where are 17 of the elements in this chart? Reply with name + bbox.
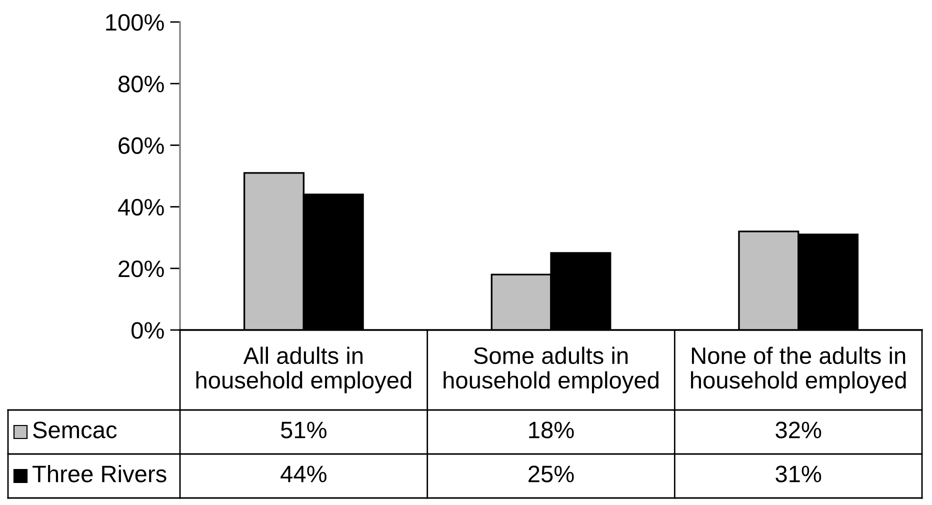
y-tick-label: 0% bbox=[132, 322, 164, 339]
data-label: 44% bbox=[280, 466, 326, 482]
x-tick-label: None of the adults in household employed bbox=[691, 346, 906, 394]
y-tick-label: 80% bbox=[118, 76, 164, 92]
y-tick-label: 20% bbox=[118, 260, 164, 278]
legend-label: Semcac bbox=[33, 422, 117, 438]
y-tick-label: 40% bbox=[118, 198, 164, 216]
data-label: 25% bbox=[528, 466, 574, 482]
y-tick-label: 60% bbox=[118, 137, 164, 154]
data-label: 32% bbox=[776, 422, 822, 438]
x-tick-label: All adults in household employed bbox=[196, 346, 412, 394]
data-label: 31% bbox=[776, 466, 822, 482]
legend-label: Three Rivers bbox=[32, 464, 166, 482]
data-label: 51% bbox=[280, 422, 326, 438]
data-label: 18% bbox=[529, 422, 574, 438]
y-tick-label: 100% bbox=[106, 14, 164, 31]
x-tick-label: Some adults in household employed bbox=[444, 346, 658, 394]
